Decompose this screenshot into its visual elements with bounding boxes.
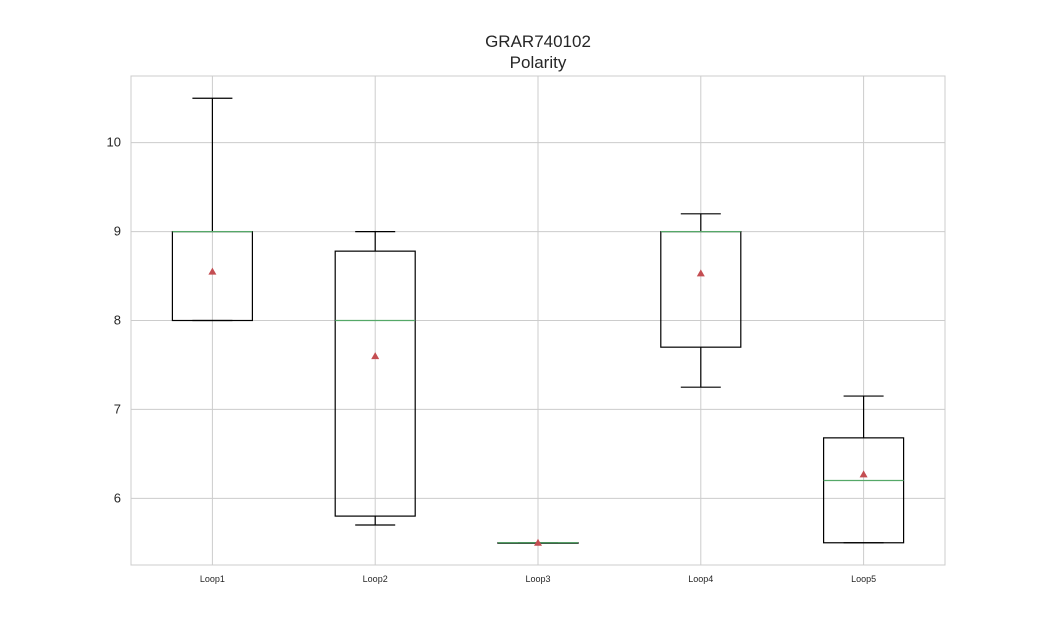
y-tick-label: 9 (114, 224, 121, 239)
y-axis-ticks: 6 7 8 9 10 (107, 135, 121, 506)
box-loop5 (822, 395, 905, 544)
mean-marker (859, 470, 868, 478)
box-loop4 (660, 213, 742, 388)
box-loop2 (334, 230, 416, 526)
plot-frame (130, 75, 946, 566)
x-tick-label: Loop1 (200, 574, 225, 584)
mean-marker (371, 352, 380, 360)
grid-lines (131, 76, 945, 565)
x-axis-ticks: Loop1 Loop2 Loop3 Loop4 Loop5 (200, 574, 876, 584)
y-tick-label: 6 (114, 490, 121, 505)
x-tick-label: Loop2 (363, 574, 388, 584)
x-tick-label: Loop4 (688, 574, 713, 584)
mean-marker (208, 267, 217, 275)
box-loop3 (497, 538, 579, 546)
iqr-box (334, 250, 416, 517)
mean-marker (696, 269, 705, 277)
y-tick-label: 10 (107, 135, 121, 150)
box-loop1 (171, 97, 253, 322)
box-series (171, 97, 905, 546)
y-tick-label: 7 (114, 401, 121, 416)
x-tick-label: Loop5 (851, 574, 876, 584)
y-tick-label: 8 (114, 313, 121, 328)
chart-title: GRAR740102 (485, 32, 591, 51)
chart-subtitle: Polarity (510, 53, 567, 72)
mean-marker (534, 538, 542, 546)
iqr-box (822, 437, 905, 544)
x-tick-label: Loop3 (525, 574, 550, 584)
